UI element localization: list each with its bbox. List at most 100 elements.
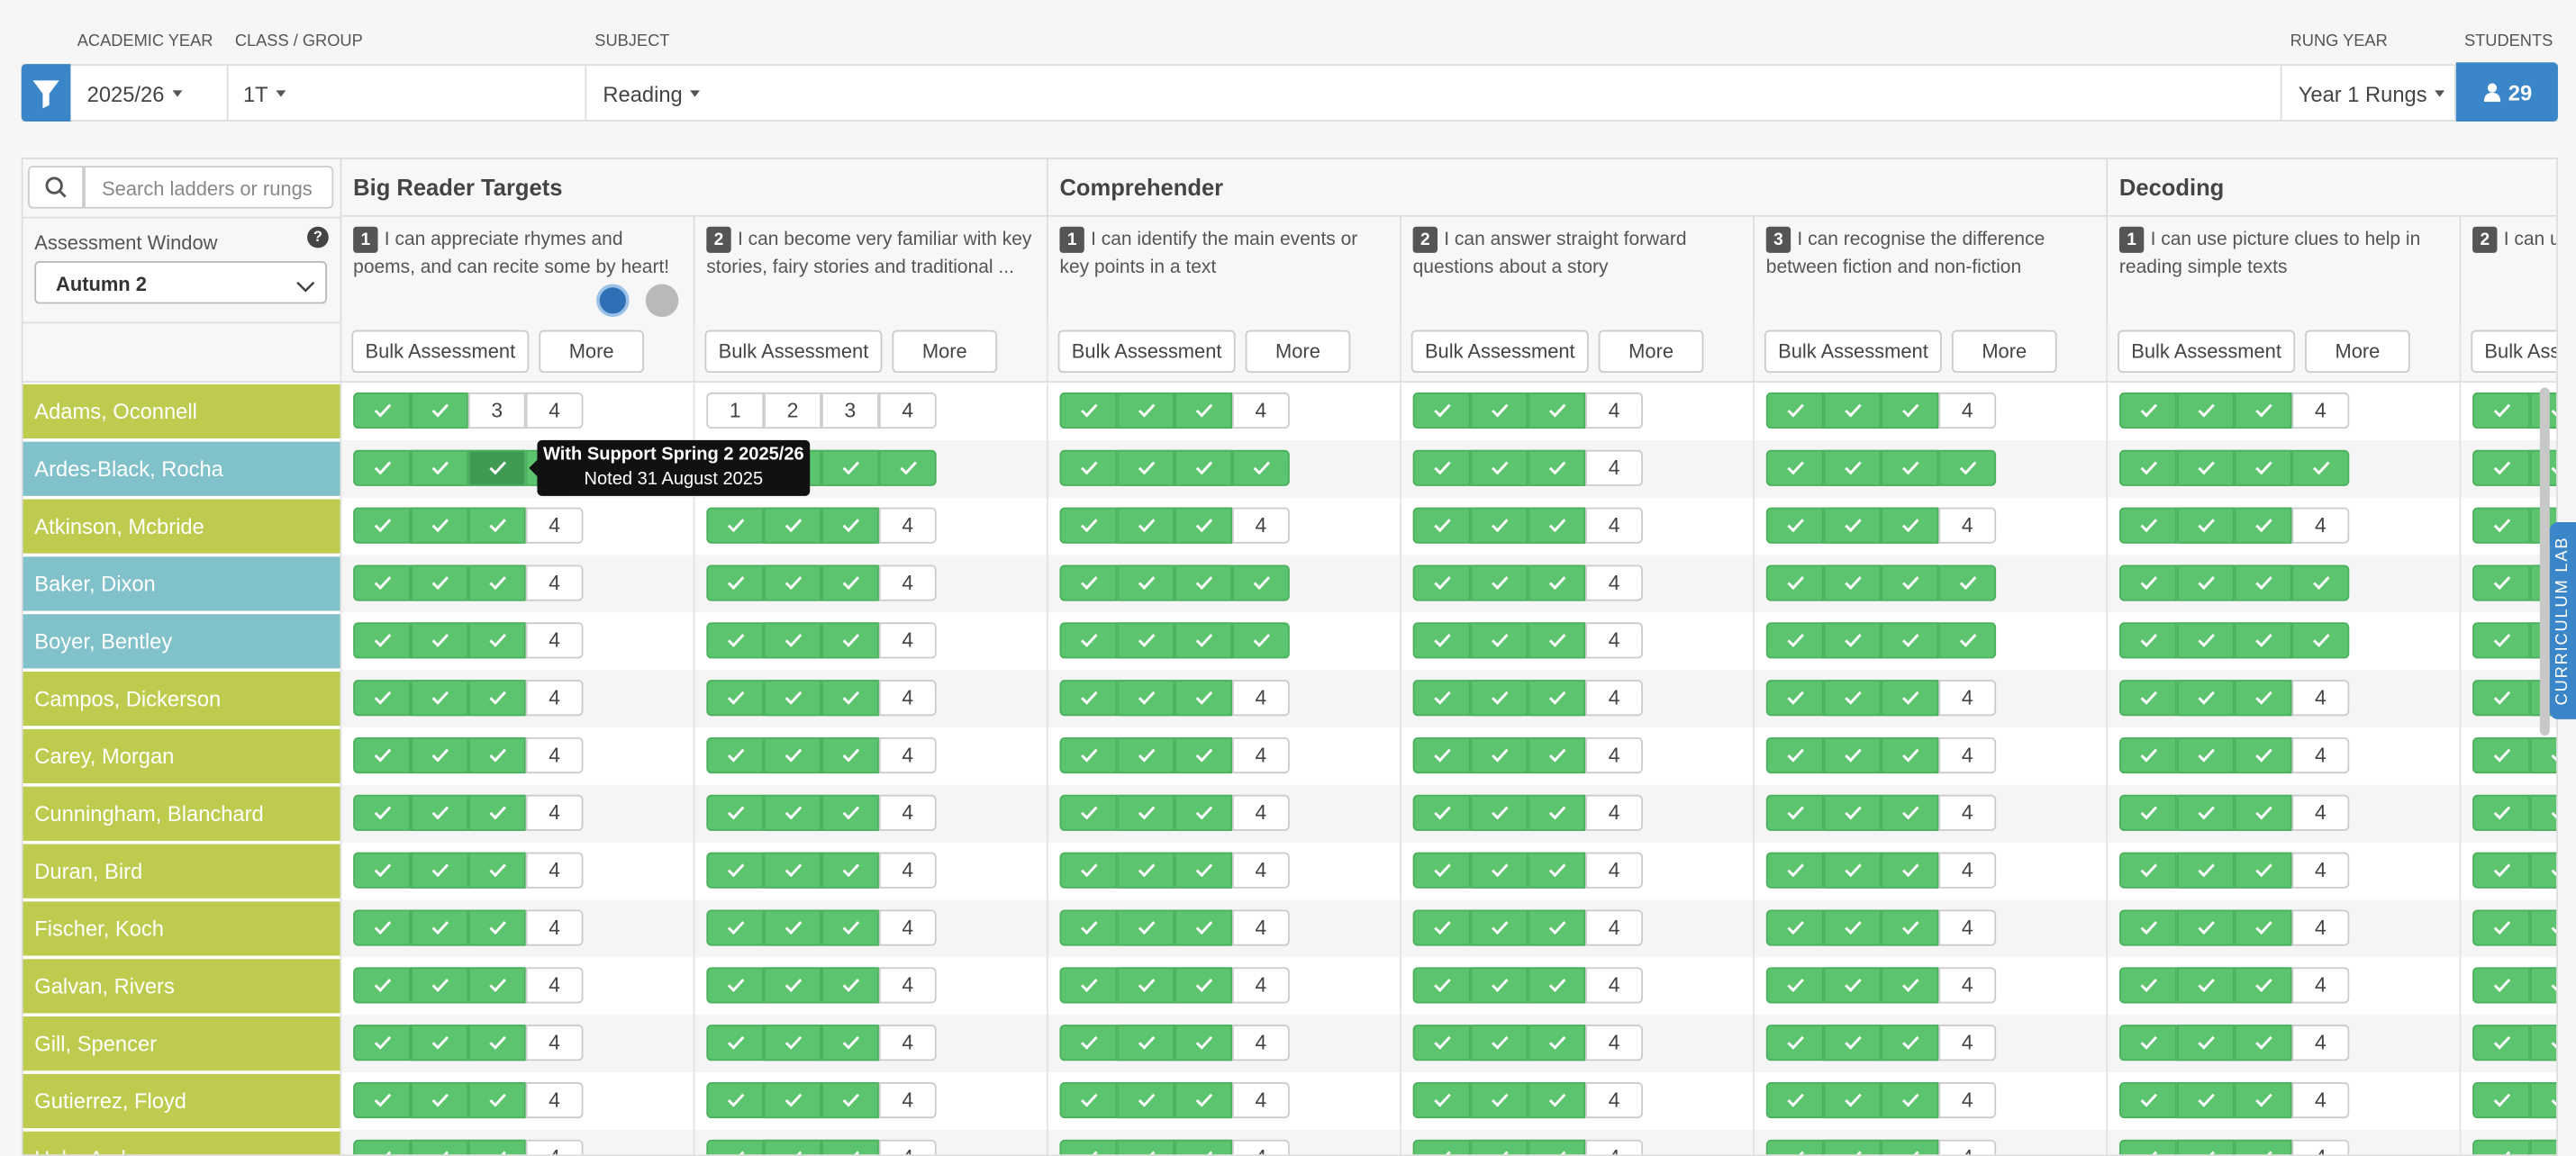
check-box[interactable] bbox=[1412, 680, 1471, 717]
student-name[interactable]: Duran, Bird bbox=[23, 844, 340, 899]
check-box[interactable] bbox=[1765, 507, 1824, 544]
check-box[interactable] bbox=[467, 1025, 526, 1061]
check-box[interactable] bbox=[1470, 794, 1528, 831]
check-box[interactable] bbox=[353, 1082, 411, 1119]
check-box[interactable] bbox=[2472, 852, 2530, 889]
check-box[interactable] bbox=[467, 967, 526, 1004]
bulk-assessment-button[interactable]: Bulk Assessment bbox=[704, 330, 883, 374]
check-box[interactable] bbox=[1175, 1025, 1232, 1061]
help-icon[interactable]: ? bbox=[307, 226, 329, 248]
step-box[interactable]: 4 bbox=[525, 736, 584, 774]
check-box[interactable] bbox=[1470, 1139, 1528, 1155]
check-box[interactable] bbox=[1175, 967, 1232, 1004]
check-box[interactable] bbox=[2118, 1139, 2177, 1155]
check-box[interactable] bbox=[1765, 1082, 1824, 1119]
check-box[interactable] bbox=[764, 622, 821, 659]
check-box[interactable] bbox=[706, 1025, 765, 1061]
link-icon[interactable] bbox=[645, 284, 679, 318]
check-box[interactable] bbox=[2234, 909, 2292, 946]
step-box[interactable]: 4 bbox=[1231, 392, 1290, 429]
check-box[interactable] bbox=[1470, 507, 1528, 544]
check-box[interactable] bbox=[353, 392, 411, 429]
check-box[interactable] bbox=[353, 507, 411, 544]
check-box[interactable] bbox=[2234, 1025, 2292, 1061]
step-box[interactable]: 4 bbox=[1938, 736, 1997, 774]
check-box[interactable] bbox=[1175, 794, 1232, 831]
students-button[interactable]: 29 bbox=[2455, 62, 2558, 122]
check-box[interactable] bbox=[2234, 852, 2292, 889]
check-box[interactable] bbox=[2176, 680, 2235, 717]
check-box[interactable] bbox=[1412, 736, 1471, 774]
step-box[interactable]: 4 bbox=[525, 1139, 584, 1155]
check-box[interactable] bbox=[353, 564, 411, 601]
check-box[interactable] bbox=[821, 1025, 879, 1061]
check-box[interactable] bbox=[2529, 852, 2557, 889]
more-button[interactable]: More bbox=[1951, 330, 2057, 374]
check-box[interactable] bbox=[1412, 1139, 1471, 1155]
step-box[interactable]: 4 bbox=[1231, 507, 1290, 544]
check-box[interactable] bbox=[410, 852, 468, 889]
check-box[interactable] bbox=[1175, 392, 1232, 429]
check-box[interactable] bbox=[1059, 622, 1118, 659]
step-box[interactable]: 4 bbox=[2291, 1025, 2350, 1061]
check-box[interactable] bbox=[353, 852, 411, 889]
check-box[interactable] bbox=[410, 909, 468, 946]
step-box[interactable]: 4 bbox=[878, 1139, 937, 1155]
step-box[interactable]: 4 bbox=[2291, 507, 2350, 544]
student-name[interactable]: Cunningham, Blanchard bbox=[23, 786, 340, 841]
check-box[interactable] bbox=[1528, 392, 1586, 429]
check-box[interactable] bbox=[1528, 1082, 1586, 1119]
check-box[interactable] bbox=[1765, 392, 1824, 429]
check-box[interactable] bbox=[1470, 1025, 1528, 1061]
check-box[interactable] bbox=[2291, 449, 2350, 486]
check-box[interactable] bbox=[706, 507, 765, 544]
check-box[interactable] bbox=[1938, 622, 1997, 659]
check-box[interactable] bbox=[2472, 1139, 2530, 1155]
step-box[interactable]: 4 bbox=[1585, 449, 1643, 486]
step-box[interactable]: 4 bbox=[878, 909, 937, 946]
check-box[interactable] bbox=[2118, 967, 2177, 1004]
check-box[interactable] bbox=[2176, 507, 2235, 544]
step-box[interactable]: 4 bbox=[1938, 392, 1997, 429]
step-box[interactable]: 4 bbox=[1585, 794, 1643, 831]
check-box[interactable] bbox=[1470, 622, 1528, 659]
check-box[interactable] bbox=[1881, 564, 1939, 601]
check-box[interactable] bbox=[1881, 449, 1939, 486]
student-name[interactable]: Gutierrez, Floyd bbox=[23, 1073, 340, 1129]
check-box[interactable] bbox=[1765, 967, 1824, 1004]
filter-value[interactable]: 1T bbox=[227, 65, 587, 122]
bulk-assessment-button[interactable]: Bulk Assessment bbox=[351, 330, 530, 374]
check-box[interactable] bbox=[1231, 564, 1290, 601]
check-box[interactable] bbox=[2234, 736, 2292, 774]
step-box[interactable]: 4 bbox=[1585, 564, 1643, 601]
check-box[interactable] bbox=[1765, 736, 1824, 774]
check-box[interactable] bbox=[1412, 622, 1471, 659]
check-box[interactable] bbox=[2529, 1082, 2557, 1119]
check-box[interactable] bbox=[1412, 967, 1471, 1004]
step-box[interactable]: 4 bbox=[1585, 1025, 1643, 1061]
check-box[interactable] bbox=[2472, 564, 2530, 601]
step-box[interactable]: 4 bbox=[878, 967, 937, 1004]
check-box[interactable] bbox=[467, 794, 526, 831]
step-box[interactable]: 4 bbox=[2291, 794, 2350, 831]
check-box[interactable] bbox=[1059, 794, 1118, 831]
student-name[interactable]: Fischer, Koch bbox=[23, 901, 340, 956]
check-box[interactable] bbox=[1528, 967, 1586, 1004]
check-box[interactable] bbox=[2472, 449, 2530, 486]
step-box[interactable]: 4 bbox=[2291, 852, 2350, 889]
check-box[interactable] bbox=[1117, 507, 1175, 544]
check-box[interactable] bbox=[2176, 564, 2235, 601]
check-box[interactable] bbox=[1117, 736, 1175, 774]
check-box[interactable] bbox=[1117, 967, 1175, 1004]
check-box[interactable] bbox=[706, 1139, 765, 1155]
check-box[interactable] bbox=[821, 1139, 879, 1155]
step-box[interactable]: 4 bbox=[1585, 680, 1643, 717]
check-box[interactable] bbox=[1059, 449, 1118, 486]
check-box[interactable] bbox=[353, 794, 411, 831]
check-box[interactable] bbox=[1765, 564, 1824, 601]
check-box[interactable] bbox=[1117, 852, 1175, 889]
step-box[interactable]: 4 bbox=[878, 736, 937, 774]
check-box[interactable] bbox=[1765, 449, 1824, 486]
check-box[interactable] bbox=[2118, 1025, 2177, 1061]
check-box[interactable] bbox=[410, 392, 468, 429]
